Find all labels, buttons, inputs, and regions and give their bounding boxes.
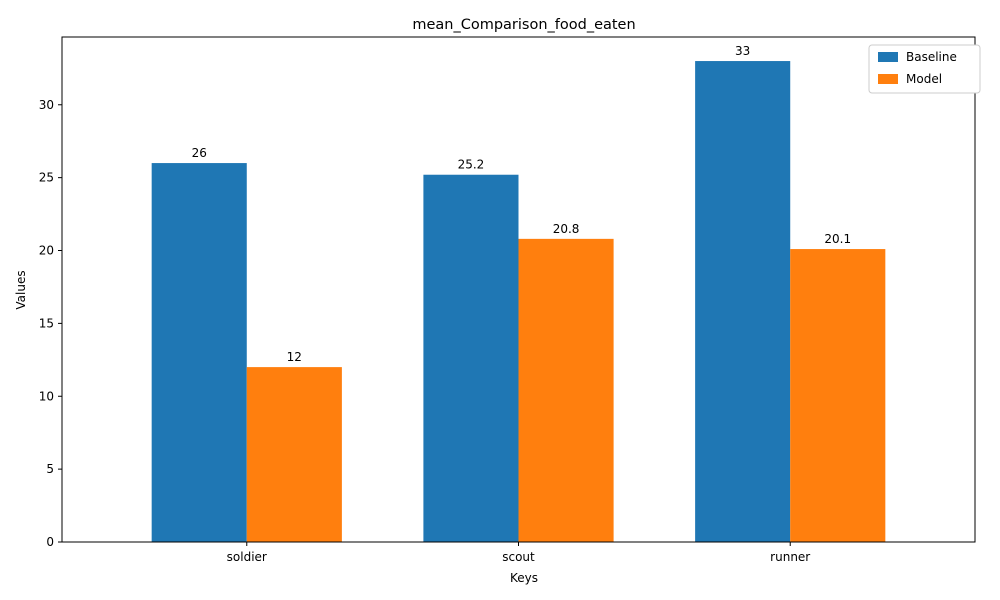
y-tick-label: 10 xyxy=(39,389,54,403)
y-tick-label: 15 xyxy=(39,316,54,330)
x-axis: soldier scout runner xyxy=(227,542,810,564)
y-tick-label: 0 xyxy=(46,535,54,549)
bar-model-runner xyxy=(790,249,886,542)
chart-title: mean_Comparison_food_eaten xyxy=(412,17,635,33)
bar-label-model-runner: 20.1 xyxy=(824,232,851,246)
legend-label-model: Model xyxy=(906,72,942,86)
legend-swatch-model xyxy=(878,74,898,84)
y-tick-label: 25 xyxy=(39,171,54,185)
x-tick-label-runner: runner xyxy=(770,550,810,564)
bar-baseline-scout xyxy=(423,174,519,542)
legend-swatch-baseline xyxy=(878,52,898,62)
x-tick-label-scout: scout xyxy=(502,550,535,564)
legend-label-baseline: Baseline xyxy=(906,50,957,64)
bar-baseline-runner xyxy=(695,61,791,543)
bar-label-baseline-runner: 33 xyxy=(735,44,750,58)
bar-baseline-soldier xyxy=(151,163,247,543)
y-tick-label: 20 xyxy=(39,244,54,258)
y-tick-label: 30 xyxy=(39,98,54,112)
bar-model-soldier xyxy=(246,367,342,542)
y-axis-label: Values xyxy=(14,270,28,309)
y-axis: 0 5 10 15 20 25 30 xyxy=(39,98,62,549)
x-axis-label: Keys xyxy=(510,571,538,585)
x-tick-label-soldier: soldier xyxy=(227,550,267,564)
plot-frame xyxy=(61,36,976,543)
bar-label-model-scout: 20.8 xyxy=(553,222,580,236)
y-tick-label: 5 xyxy=(46,462,54,476)
bar-value-labels: 26 25.2 33 12 20.8 20.1 xyxy=(192,44,852,364)
bars xyxy=(151,61,886,543)
legend: Baseline Model xyxy=(868,44,981,94)
bar-model-scout xyxy=(518,238,614,543)
bar-label-baseline-scout: 25.2 xyxy=(458,158,485,172)
bar-label-baseline-soldier: 26 xyxy=(192,146,207,160)
bar-label-model-soldier: 12 xyxy=(287,350,302,364)
